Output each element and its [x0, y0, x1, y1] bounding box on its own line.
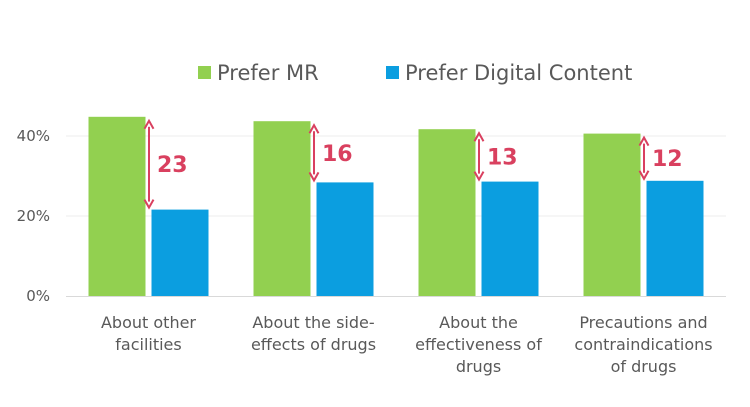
difference-label: 13 — [487, 145, 518, 170]
category-label: About the side- — [252, 313, 374, 332]
difference-arrowhead-down — [638, 170, 650, 181]
bar-prefer-digital-content — [481, 181, 539, 296]
category-label: drugs — [456, 357, 501, 376]
difference-label: 23 — [157, 153, 188, 178]
difference-label: 12 — [652, 147, 683, 172]
difference-arrowhead-up — [473, 131, 485, 142]
legend-label-prefer-digital-content: Prefer Digital Content — [405, 61, 632, 85]
bar-prefer-digital-content — [316, 182, 374, 296]
y-tick-label: 0% — [26, 287, 50, 305]
bar-prefer-mr — [583, 133, 641, 296]
category-label: About other — [101, 313, 196, 332]
y-axis-tick-labels: 0% 20% 40% — [17, 127, 50, 305]
difference-arrowhead-up — [143, 118, 155, 130]
bar-prefer-mr — [418, 129, 476, 296]
category-labels: About other facilities About the side-effe… — [101, 313, 713, 376]
category-label: of drugs — [611, 357, 677, 376]
bar-prefer-digital-content — [646, 180, 704, 296]
category-label: effectiveness of — [415, 335, 542, 354]
difference-label: 16 — [322, 142, 353, 167]
legend-label-prefer-mr: Prefer MR — [217, 61, 319, 85]
difference-annotations: 23 16 13 12 — [143, 118, 683, 210]
legend-swatch-prefer-mr — [198, 66, 211, 79]
legend-swatch-prefer-digital-content — [386, 66, 399, 79]
difference-arrowhead-down — [473, 171, 485, 182]
difference-arrowhead-up — [308, 123, 320, 134]
category-label: contraindications — [574, 335, 712, 354]
bar-prefer-mr — [253, 121, 311, 296]
legend: Prefer MR Prefer Digital Content — [198, 61, 632, 85]
category-label: facilities — [115, 335, 181, 354]
bars — [88, 116, 704, 296]
difference-arrowhead-up — [638, 135, 650, 147]
difference-arrowhead-down — [308, 171, 320, 183]
category-label: effects of drugs — [251, 335, 376, 354]
category-label: About the — [439, 313, 518, 332]
y-tick-label: 40% — [17, 127, 50, 145]
bar-prefer-digital-content — [151, 209, 209, 296]
difference-arrowhead-down — [143, 199, 155, 210]
y-tick-label: 20% — [17, 207, 50, 225]
category-label: Precautions and — [579, 313, 707, 332]
bar-prefer-mr — [88, 116, 146, 296]
